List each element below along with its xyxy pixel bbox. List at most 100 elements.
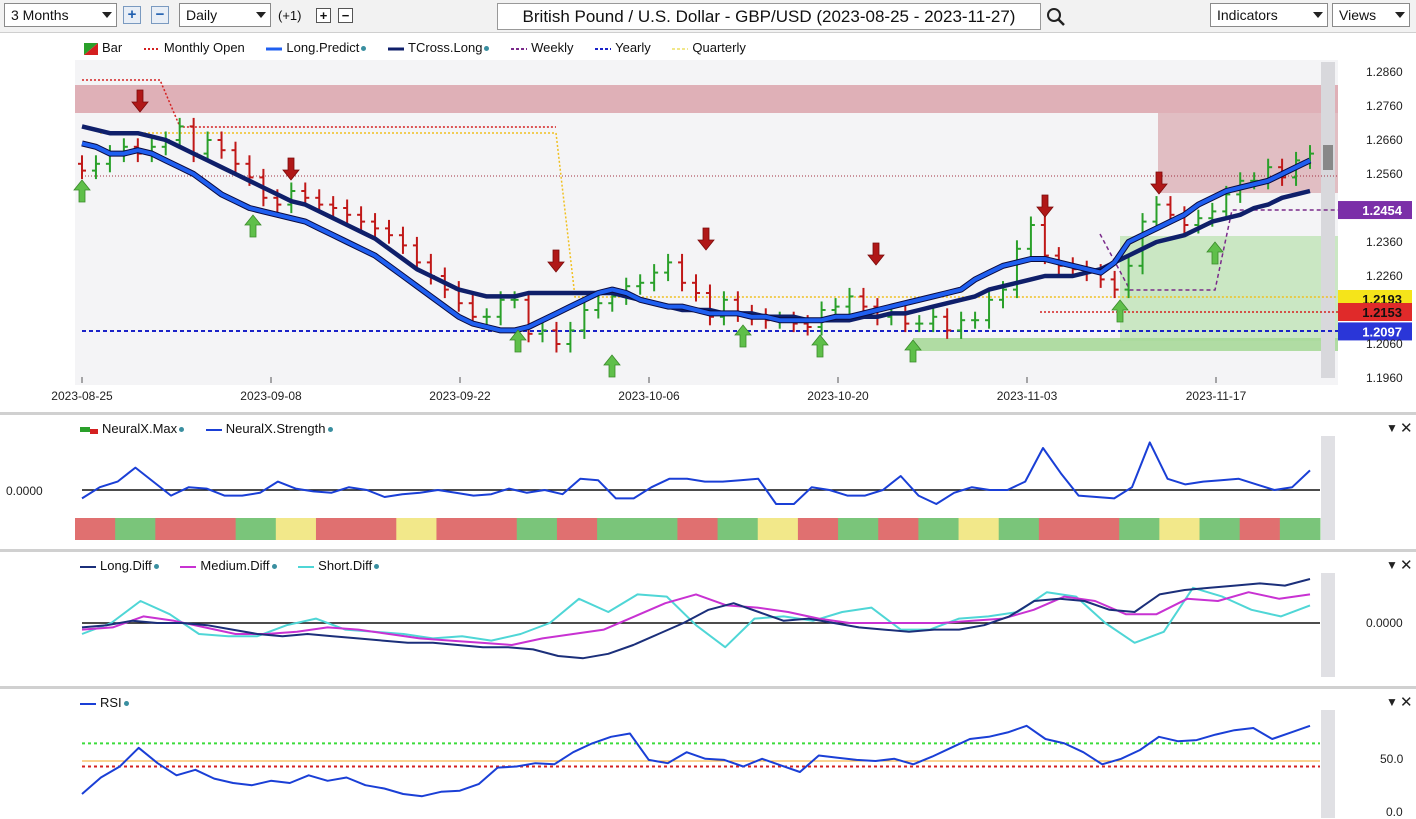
settings-dot-icon[interactable] xyxy=(361,46,367,52)
legend-label: Long.Diff xyxy=(100,558,152,573)
legend-item-long-predict[interactable]: Long.Predict xyxy=(266,40,367,55)
diff-legend: Long.Diff Medium.Diff Short.Diff xyxy=(80,558,397,573)
legend-item-yearly[interactable]: Yearly xyxy=(595,40,651,55)
date-tick-label: 2023-09-22 xyxy=(429,389,491,403)
neural-max-cell xyxy=(436,518,478,540)
main-legend: Bar Monthly Open Long.Predict TCross.Lon… xyxy=(84,40,764,55)
neural-max-cell xyxy=(1239,518,1281,540)
quarterly-line xyxy=(100,132,1338,298)
neural-max-cell xyxy=(1119,518,1160,540)
sell-arrow-icon xyxy=(867,242,885,266)
settings-dot-icon[interactable] xyxy=(484,46,490,52)
settings-dot-icon[interactable] xyxy=(153,564,159,570)
legend-label: Yearly xyxy=(615,40,651,55)
neural-max-cell xyxy=(75,518,116,540)
neural-max-cell xyxy=(838,518,879,540)
search-icon[interactable] xyxy=(1046,7,1066,27)
panel-divider[interactable] xyxy=(0,686,1416,689)
symbol-title-input[interactable]: British Pound / U.S. Dollar - GBP/USD (2… xyxy=(497,3,1041,30)
zoom-out-button[interactable]: − xyxy=(151,6,169,24)
legend-label: Quarterly xyxy=(692,40,746,55)
bar-swatch-icon xyxy=(80,426,98,434)
buy-arrow-icon xyxy=(1206,241,1224,265)
price-axis: 1.2860 1.2760 1.2660 1.2560 1.2360 1.2260 1.20… xyxy=(1366,65,1403,385)
zoom-in-button[interactable]: + xyxy=(123,6,141,24)
diff-chart[interactable] xyxy=(0,551,1416,691)
neural-max-cell xyxy=(195,518,237,540)
dashed-line-icon xyxy=(595,47,612,50)
range-select[interactable]: 3 Months xyxy=(4,3,117,27)
main-scrollbar-thumb[interactable] xyxy=(1323,145,1333,170)
date-tick-label: 2023-10-06 xyxy=(618,389,680,403)
offset-decrease-button[interactable]: − xyxy=(338,8,353,23)
panel-collapse-icon[interactable]: ▼ xyxy=(1386,695,1398,709)
diff-scrollbar[interactable] xyxy=(1321,573,1335,677)
settings-dot-icon[interactable] xyxy=(327,427,333,433)
legend-label: Short.Diff xyxy=(318,558,373,573)
neural-max-cell xyxy=(878,518,919,540)
neural-max-cell xyxy=(1159,518,1201,540)
legend-item-bar[interactable]: Bar xyxy=(84,40,122,55)
long-diff-line xyxy=(81,578,1311,660)
neural-max-cell xyxy=(235,518,277,540)
panel-divider[interactable] xyxy=(0,412,1416,415)
settings-dot-icon[interactable] xyxy=(123,701,129,707)
legend-item-neuralx-strength[interactable]: NeuralX.Strength xyxy=(205,421,333,436)
solid-line-icon xyxy=(205,428,222,431)
panel-collapse-icon[interactable]: ▼ xyxy=(1386,558,1398,572)
main-scrollbar[interactable] xyxy=(1321,62,1335,378)
rsi-scrollbar[interactable] xyxy=(1321,710,1335,818)
panel-divider[interactable] xyxy=(0,549,1416,552)
price-badge-label: 1.2153 xyxy=(1362,305,1402,320)
legend-item-long-diff[interactable]: Long.Diff xyxy=(80,558,159,573)
settings-dot-icon[interactable] xyxy=(179,427,185,433)
indicators-select[interactable]: Indicators xyxy=(1210,3,1328,27)
neural-max-cell xyxy=(597,518,638,540)
legend-item-monthly-open[interactable]: Monthly Open xyxy=(143,40,245,55)
panel-collapse-icon[interactable]: ▼ xyxy=(1386,421,1398,435)
panel-close-icon[interactable]: ✕ xyxy=(1400,694,1413,711)
legend-label: NeuralX.Max xyxy=(102,421,178,436)
buy-arrow-icon xyxy=(603,354,621,378)
price-tick-label: 1.2660 xyxy=(1366,133,1403,147)
neural-scrollbar[interactable] xyxy=(1321,436,1335,540)
indicator-lines xyxy=(81,124,1312,334)
settings-dot-icon[interactable] xyxy=(374,564,380,570)
buy-arrow-icon xyxy=(811,334,829,358)
legend-item-tcross-long[interactable]: TCross.Long xyxy=(388,40,490,55)
chevron-down-icon xyxy=(1395,12,1405,18)
legend-label: Monthly Open xyxy=(163,40,245,55)
offset-increase-button[interactable]: + xyxy=(316,8,331,23)
sell-arrow-icon xyxy=(697,227,715,251)
legend-item-medium-diff[interactable]: Medium.Diff xyxy=(180,558,277,573)
price-badge xyxy=(1338,303,1412,321)
weekly-line xyxy=(1099,209,1338,291)
neural-max-cell xyxy=(275,518,317,540)
price-tick-label: 1.2260 xyxy=(1366,269,1403,283)
legend-item-quarterly[interactable]: Quarterly xyxy=(672,40,746,55)
panel-close-icon[interactable]: ✕ xyxy=(1400,420,1413,437)
neural-max-cell xyxy=(1038,518,1080,540)
neural-max-cell xyxy=(1199,518,1241,540)
neural-max-cell xyxy=(918,518,960,540)
views-select[interactable]: Views xyxy=(1332,3,1410,27)
neural-max-cell xyxy=(677,518,719,540)
rsi-50-label: 50.0 xyxy=(1380,752,1404,766)
legend-item-neuralx-max[interactable]: NeuralX.Max xyxy=(80,421,185,436)
legend-label: Medium.Diff xyxy=(200,558,270,573)
panel-close-icon[interactable]: ✕ xyxy=(1400,557,1413,574)
legend-item-short-diff[interactable]: Short.Diff xyxy=(298,558,380,573)
level-lines xyxy=(82,79,1338,332)
legend-item-weekly[interactable]: Weekly xyxy=(511,40,573,55)
neural-max-cell xyxy=(637,518,678,540)
legend-label: Long.Predict xyxy=(286,40,360,55)
neuralx-chart[interactable] xyxy=(0,414,1416,554)
rsi-chart[interactable] xyxy=(0,688,1416,818)
date-tick-label: 2023-09-08 xyxy=(240,389,302,403)
legend-item-rsi[interactable]: RSI xyxy=(80,695,129,710)
settings-dot-icon[interactable] xyxy=(271,564,277,570)
interval-select[interactable]: Daily xyxy=(179,3,271,27)
sell-arrow-icon xyxy=(547,249,565,273)
